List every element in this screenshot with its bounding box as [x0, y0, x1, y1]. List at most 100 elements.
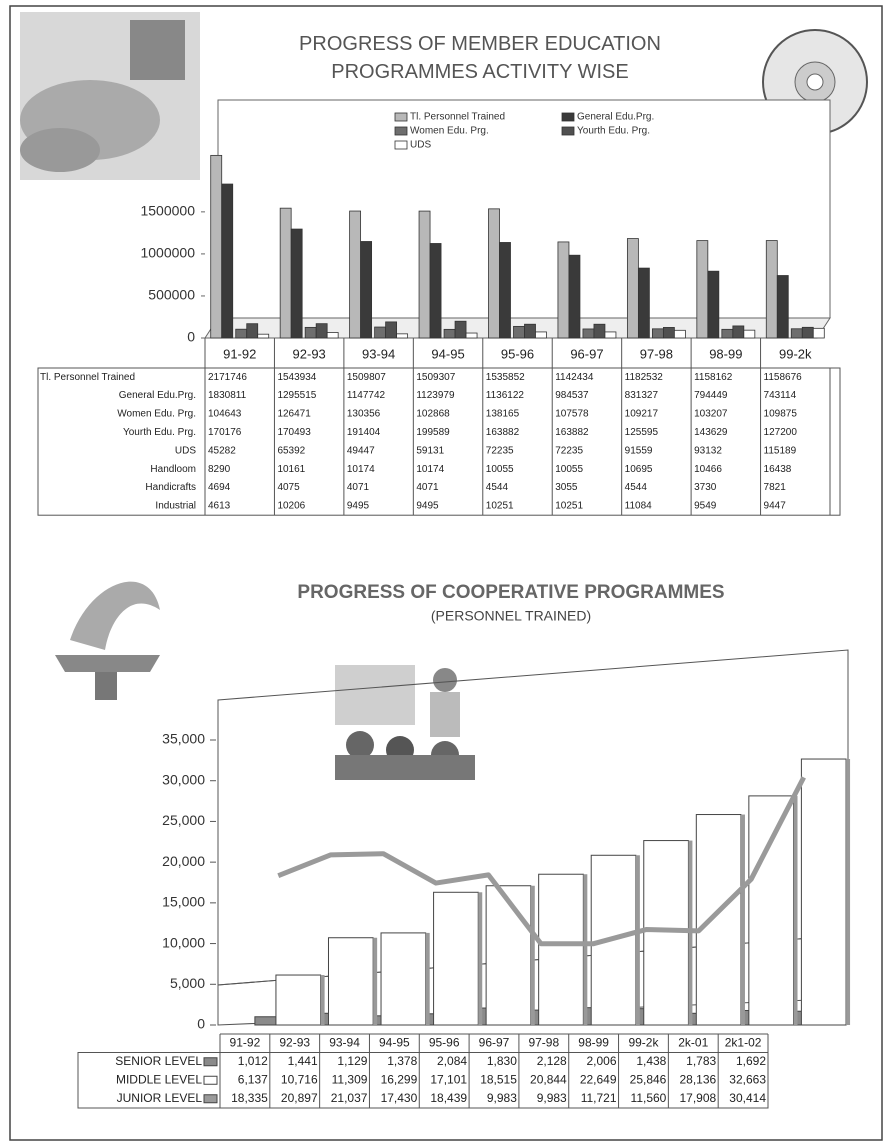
table-cell: 22,649 — [580, 1072, 617, 1086]
bar — [743, 329, 756, 339]
table-cell: 10251 — [555, 501, 583, 512]
table-cell: 72235 — [486, 445, 514, 456]
table-cell: 125595 — [625, 427, 659, 438]
x-tick-label: 98-99 — [709, 346, 742, 361]
bar — [557, 241, 570, 339]
bar — [488, 208, 500, 339]
legend-label: UDS — [410, 140, 431, 151]
bar — [429, 243, 442, 339]
bar — [396, 333, 409, 339]
table-cell: 10055 — [486, 464, 514, 475]
x-tick-label: 94-95 — [379, 1035, 410, 1049]
table-cell: 1158676 — [764, 372, 803, 383]
table-cell: 191404 — [347, 427, 381, 438]
bar — [538, 873, 584, 1026]
table-cell: 21,037 — [331, 1091, 368, 1105]
bar — [535, 331, 547, 339]
row-label: MIDDLE LEVEL — [116, 1072, 202, 1086]
bar — [707, 270, 720, 339]
bar-side — [425, 932, 430, 1025]
table-cell: 17,430 — [381, 1091, 418, 1105]
bar — [748, 795, 795, 1026]
y-tick-label: 1000000 — [140, 245, 195, 261]
table-cell: 25,846 — [630, 1072, 667, 1086]
bar-side — [793, 795, 798, 1025]
table-cell: 7821 — [764, 482, 787, 493]
table-cell: 831327 — [625, 390, 659, 401]
table-cell: 127200 — [764, 427, 798, 438]
table-cell: 1147742 — [347, 390, 386, 401]
row-label: Handloom — [150, 464, 196, 475]
table-cell: 9,983 — [487, 1091, 517, 1105]
bar — [721, 328, 734, 339]
bar — [246, 323, 259, 339]
table-cell: 115189 — [764, 445, 797, 456]
legend-swatch — [203, 1075, 218, 1085]
bar — [651, 328, 664, 339]
table-cell: 109217 — [625, 409, 659, 420]
bar — [765, 240, 778, 339]
table-cell: 1,783 — [686, 1054, 716, 1068]
table-cell: 10251 — [486, 501, 514, 512]
torch-icon — [55, 581, 160, 700]
table-cell: 143629 — [694, 427, 728, 438]
table-cell: 93132 — [694, 445, 722, 456]
table-cell: 4544 — [625, 482, 648, 493]
table-cell: 45282 — [208, 445, 236, 456]
row-label: Women Edu. Prg. — [117, 409, 196, 420]
row-label: JUNIOR LEVEL — [117, 1091, 203, 1105]
legend-swatch — [561, 126, 575, 136]
table-cell: 1123979 — [416, 390, 455, 401]
bar — [626, 238, 639, 339]
table-cell: 2,006 — [587, 1054, 617, 1068]
table-cell: 1,012 — [238, 1054, 268, 1068]
table-cell: 1,378 — [387, 1054, 417, 1068]
table-cell: 743114 — [764, 390, 797, 401]
table-cell: 4613 — [208, 501, 231, 512]
x-tick-label: 92-93 — [293, 346, 326, 361]
table-cell: 30,414 — [729, 1091, 766, 1105]
legend-swatch — [394, 140, 408, 150]
table-cell: 2,128 — [537, 1054, 567, 1068]
table-cell: 4544 — [486, 482, 509, 493]
table-cell: 10466 — [694, 464, 722, 475]
table-cell: 10695 — [625, 464, 653, 475]
y-tick-label: 1500000 — [140, 203, 195, 219]
table-cell: 49447 — [347, 445, 375, 456]
bar — [418, 210, 431, 339]
table-cell: 794449 — [694, 390, 728, 401]
legend-swatch — [203, 1057, 218, 1067]
bar — [513, 325, 525, 339]
legend-label: Women Edu. Prg. — [410, 126, 489, 137]
table-cell: 1136122 — [486, 390, 525, 401]
row-label: Yourth Edu. Prg. — [123, 427, 196, 438]
table-cell: 103207 — [694, 409, 728, 420]
table-cell: 1,830 — [487, 1054, 517, 1068]
row-label: General Edu.Prg. — [119, 390, 196, 401]
bar — [433, 891, 479, 1026]
legend-label: General Edu.Prg. — [577, 112, 654, 123]
line — [277, 776, 806, 947]
y-tick-label: 10,000 — [162, 934, 205, 950]
table-cell: 126471 — [277, 409, 311, 420]
photo-meeting — [20, 12, 200, 180]
table-cell: 1509307 — [416, 372, 455, 383]
table-cell: 11,560 — [631, 1091, 667, 1105]
bar — [315, 323, 328, 339]
bar-side — [373, 937, 378, 1025]
y-tick-label: 25,000 — [162, 812, 205, 828]
table-cell: 9549 — [694, 501, 717, 512]
legend-swatch — [394, 126, 408, 136]
bar-side — [320, 975, 325, 1025]
table-frame — [37, 367, 841, 516]
table-cell: 20,897 — [281, 1091, 318, 1105]
table-cell: 4694 — [208, 482, 231, 493]
classroom-picture — [335, 665, 475, 780]
x-tick-label: 2k1-02 — [725, 1035, 762, 1049]
table-cell: 1,129 — [337, 1054, 367, 1068]
bar-side — [583, 874, 588, 1025]
table-cell: 59131 — [416, 445, 444, 456]
table-cell: 32,663 — [729, 1072, 766, 1086]
bar — [279, 207, 292, 339]
